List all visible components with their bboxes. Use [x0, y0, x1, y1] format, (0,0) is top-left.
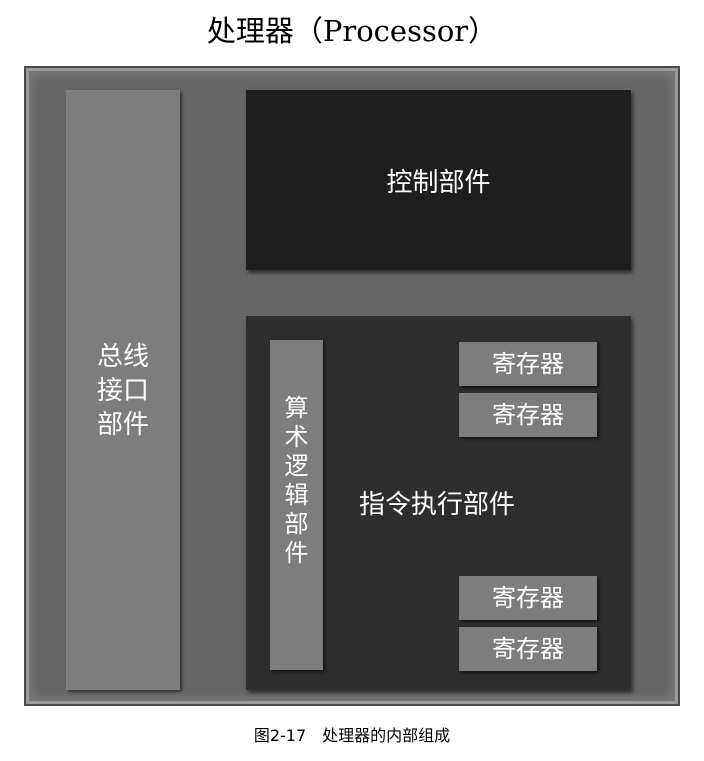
alu-label-char: 辑	[284, 481, 309, 509]
register-box: 寄存器	[459, 627, 597, 671]
register-box: 寄存器	[459, 393, 597, 437]
bus-interface-label-line: 总线	[96, 342, 149, 372]
alu-label-char: 术	[284, 423, 309, 451]
alu-label-char: 件	[284, 539, 309, 567]
alu-label-char: 算	[284, 394, 309, 422]
diagram-title: 处理器（Processor）	[206, 14, 498, 48]
figure-caption: 图2-17 处理器的内部组成	[253, 726, 451, 745]
bus-interface-unit: 总线 接口 部件	[66, 90, 180, 690]
alu-unit: 算 术 逻 辑 部 件	[270, 340, 323, 670]
alu-label: 算 术 逻 辑 部 件	[270, 394, 323, 568]
register-box: 寄存器	[459, 342, 597, 386]
bus-interface-label-line: 部件	[96, 410, 149, 440]
execution-unit-label: 指令执行部件	[359, 490, 516, 520]
bus-interface-label: 总线 接口 部件	[66, 340, 180, 442]
alu-label-char: 部	[284, 510, 309, 538]
control-unit-label: 控制部件	[386, 168, 491, 198]
control-unit: 控制部件	[246, 90, 631, 270]
alu-label-char: 逻	[284, 452, 309, 480]
register-box: 寄存器	[459, 576, 597, 620]
bus-interface-label-line: 接口	[96, 376, 149, 406]
